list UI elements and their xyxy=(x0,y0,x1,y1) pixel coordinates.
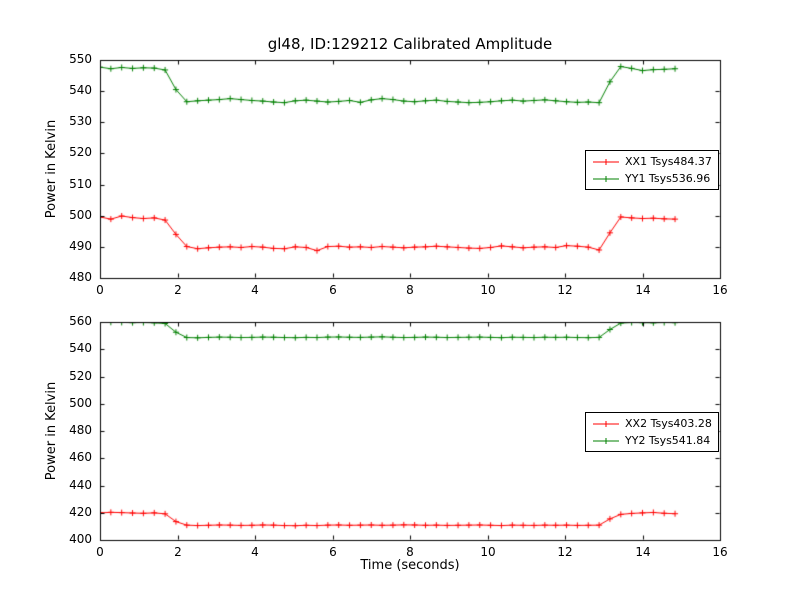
x-tick-label: 12 xyxy=(557,283,573,297)
x-tick-label: 2 xyxy=(174,283,182,297)
x-tick-label: 4 xyxy=(251,545,259,559)
legend-label: XX1 Tsys484.37 xyxy=(625,155,712,168)
legend-entry: XX1 Tsys484.37 xyxy=(592,154,712,169)
legend-entry: YY1 Tsys536.96 xyxy=(592,171,712,186)
x-tick-label: 16 xyxy=(712,283,728,297)
y-tick-label: 560 xyxy=(69,314,92,328)
x-tick-label: 4 xyxy=(251,283,259,297)
y-tick-label: 510 xyxy=(69,177,92,191)
x-tick-label: 0 xyxy=(96,545,104,559)
x-tick-label: 6 xyxy=(329,545,337,559)
x-tick-label: 6 xyxy=(329,283,337,297)
x-tick-label: 0 xyxy=(96,283,104,297)
y-tick-label: 550 xyxy=(69,52,92,66)
legend-entry: XX2 Tsys403.28 xyxy=(592,416,712,431)
legend-entry: YY2 Tsys541.84 xyxy=(592,433,712,448)
x-tick-label: 16 xyxy=(712,545,728,559)
legend-line-xx1-icon xyxy=(593,158,619,165)
y-tick-label: 420 xyxy=(69,505,92,519)
x-axis-label: Time (seconds) xyxy=(360,558,460,573)
bottom-legend: XX2 Tsys403.28 YY2 Tsys541.84 xyxy=(585,412,719,452)
x-tick-label: 8 xyxy=(406,545,414,559)
y-tick-label: 530 xyxy=(69,114,92,128)
y-tick-label: 520 xyxy=(69,145,92,159)
x-tick-label: 10 xyxy=(480,283,496,297)
x-tick-label: 8 xyxy=(406,283,414,297)
x-tick-label: 14 xyxy=(635,545,651,559)
y-tick-label: 480 xyxy=(69,270,92,284)
x-tick-label: 14 xyxy=(635,283,651,297)
y-tick-label: 500 xyxy=(69,208,92,222)
y-tick-label: 500 xyxy=(69,396,92,410)
y-tick-label: 540 xyxy=(69,83,92,97)
y-tick-label: 540 xyxy=(69,341,92,355)
legend-label: YY1 Tsys536.96 xyxy=(625,172,711,185)
x-tick-label: 12 xyxy=(557,545,573,559)
legend-line-yy2-icon xyxy=(593,437,619,444)
x-tick-label: 2 xyxy=(174,545,182,559)
x-tick-label: 10 xyxy=(480,545,496,559)
y-tick-label: 400 xyxy=(69,532,92,546)
legend-label: XX2 Tsys403.28 xyxy=(625,417,712,430)
top-legend: XX1 Tsys484.37 YY1 Tsys536.96 xyxy=(585,150,719,190)
y-tick-label: 460 xyxy=(69,450,92,464)
y-tick-label: 520 xyxy=(69,369,92,383)
legend-line-xx2-icon xyxy=(593,420,619,427)
legend-line-yy1-icon xyxy=(593,175,619,182)
y-tick-label: 490 xyxy=(69,239,92,253)
y-tick-label: 440 xyxy=(69,478,92,492)
figure-title: gl48, ID:129212 Calibrated Amplitude xyxy=(267,35,553,53)
legend-label: YY2 Tsys541.84 xyxy=(625,434,711,447)
y-tick-label: 480 xyxy=(69,423,92,437)
